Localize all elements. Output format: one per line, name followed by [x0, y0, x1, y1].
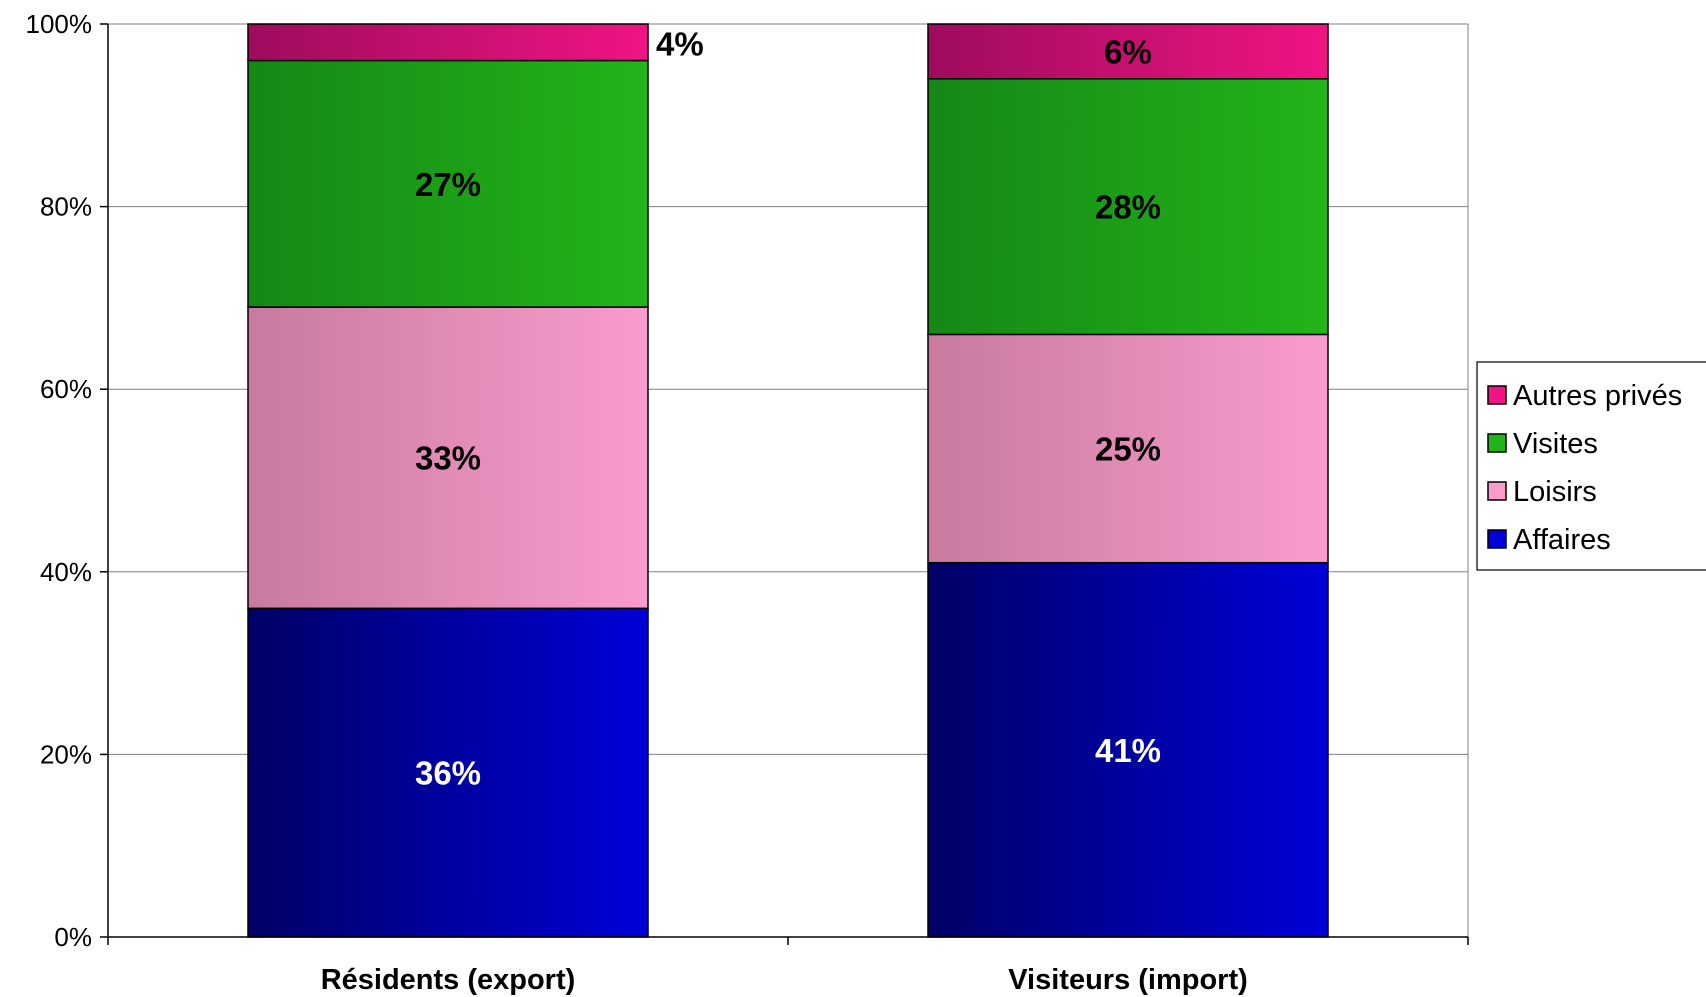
data-labels: 36% 33% 27% 4% 41% 25% 28% 6% [415, 25, 1161, 791]
data-label-loisirs-residents-export: 33% [415, 440, 481, 477]
legend-swatch-visites [1487, 433, 1507, 453]
y-tick-label: 100% [26, 9, 93, 39]
y-tick-label: 60% [40, 374, 92, 404]
data-label-affaires-residents-export: 36% [415, 755, 481, 792]
y-tick-label: 40% [40, 557, 92, 587]
legend-label-affaires: Affaires [1513, 524, 1611, 556]
axes: 0% 20% 40% 60% 80% 100% Résidents (export) Visi… [26, 9, 1469, 996]
legend-box [1476, 361, 1706, 571]
bars [247, 23, 1329, 938]
bar-loisirs-residents-export [247, 306, 649, 610]
x-category-label: Résidents (export) [321, 964, 576, 996]
legend-swatch-affaires [1487, 529, 1507, 549]
bar-autres-prives-residents-export [247, 23, 649, 62]
data-label-autres-prives-residents-export: 4% [656, 25, 704, 62]
y-tick-label: 80% [40, 192, 92, 222]
legend-swatch-autres-prives [1487, 385, 1507, 405]
bar-affaires-visiteurs-import [927, 561, 1329, 938]
legend-label-loisirs: Loisirs [1513, 476, 1597, 508]
legend-swatch-loisirs [1487, 481, 1507, 501]
data-label-affaires-visiteurs-import: 41% [1095, 732, 1161, 769]
x-category-label: Visiteurs (import) [1008, 964, 1248, 996]
y-tick-label: 20% [40, 739, 92, 769]
bar-visites-residents-export [247, 59, 649, 308]
legend: Autres privés Visites Loisirs Affaires [1476, 361, 1706, 571]
legend-label-visites: Visites [1513, 428, 1598, 460]
data-label-autres-prives-visiteurs-import: 6% [1104, 33, 1152, 70]
data-label-loisirs-visiteurs-import: 25% [1095, 431, 1161, 468]
y-tick-label: 0% [54, 922, 92, 952]
legend-label-autres-prives: Autres privés [1513, 380, 1682, 412]
bar-autres-prives-visiteurs-import [927, 23, 1329, 80]
bar-loisirs-visiteurs-import [927, 333, 1329, 564]
bar-visites-visiteurs-import [927, 78, 1329, 336]
data-label-visites-visiteurs-import: 28% [1095, 189, 1161, 226]
data-label-visites-residents-export: 27% [415, 166, 481, 203]
